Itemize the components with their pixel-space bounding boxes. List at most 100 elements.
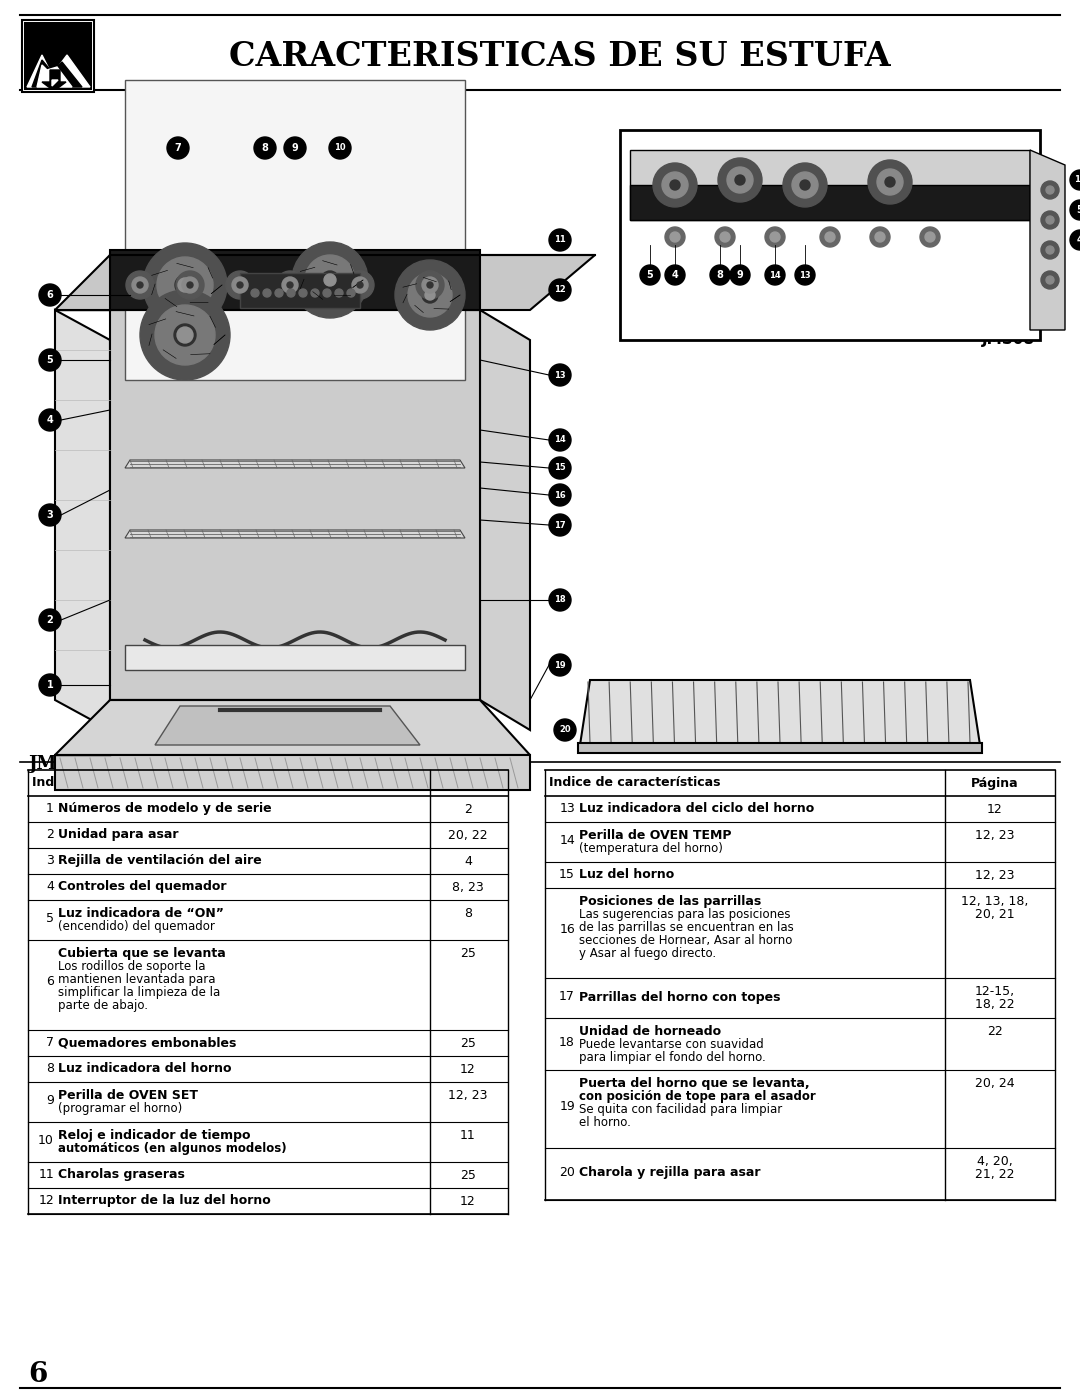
Circle shape <box>282 277 298 293</box>
Text: 20: 20 <box>559 725 571 735</box>
Text: 11: 11 <box>460 1129 476 1141</box>
Polygon shape <box>55 700 530 754</box>
Bar <box>24 22 92 89</box>
Polygon shape <box>55 310 110 731</box>
Circle shape <box>924 232 935 242</box>
Circle shape <box>670 232 680 242</box>
Circle shape <box>715 226 735 247</box>
Text: 7: 7 <box>46 1037 54 1049</box>
Circle shape <box>183 277 198 293</box>
Polygon shape <box>32 60 82 87</box>
Circle shape <box>1070 200 1080 219</box>
Circle shape <box>329 137 351 159</box>
Circle shape <box>299 289 307 298</box>
Polygon shape <box>1030 149 1065 330</box>
Circle shape <box>427 282 433 288</box>
Circle shape <box>39 504 60 527</box>
Text: 13: 13 <box>559 802 575 816</box>
Circle shape <box>640 265 660 285</box>
Circle shape <box>554 719 576 740</box>
Circle shape <box>174 324 195 346</box>
Bar <box>110 250 480 310</box>
Text: 4: 4 <box>464 855 472 868</box>
Circle shape <box>305 256 355 305</box>
Text: 1: 1 <box>46 802 54 816</box>
Text: 14: 14 <box>554 436 566 444</box>
Text: 12: 12 <box>1075 176 1080 184</box>
Circle shape <box>156 305 215 365</box>
Text: y Asar al fuego directo.: y Asar al fuego directo. <box>579 947 716 960</box>
Circle shape <box>1047 217 1054 224</box>
Circle shape <box>1047 246 1054 254</box>
Text: 16: 16 <box>559 923 575 936</box>
Circle shape <box>39 409 60 432</box>
Text: 8: 8 <box>464 907 472 921</box>
Circle shape <box>232 277 248 293</box>
Text: 2: 2 <box>464 803 472 816</box>
Text: Puede levantarse con suavidad: Puede levantarse con suavidad <box>579 1038 764 1051</box>
Circle shape <box>665 226 685 247</box>
Circle shape <box>140 291 230 380</box>
Circle shape <box>347 289 355 298</box>
Circle shape <box>920 226 940 247</box>
Text: JMS10: JMS10 <box>28 754 95 773</box>
Text: 1: 1 <box>46 680 53 690</box>
Circle shape <box>549 483 571 506</box>
Text: 18: 18 <box>554 595 566 605</box>
Text: 5: 5 <box>46 912 54 925</box>
Circle shape <box>346 271 374 299</box>
Text: parte de abajo.: parte de abajo. <box>58 999 148 1011</box>
Text: 4: 4 <box>46 415 53 425</box>
Text: secciones de Hornear, Asar al horno: secciones de Hornear, Asar al horno <box>579 935 793 947</box>
Text: Cubierta que se levanta: Cubierta que se levanta <box>58 947 226 960</box>
Text: Números de modelo y de serie: Números de modelo y de serie <box>58 802 272 816</box>
Polygon shape <box>55 256 595 310</box>
Text: para limpiar el fondo del horno.: para limpiar el fondo del horno. <box>579 1051 766 1065</box>
Text: 5: 5 <box>647 270 653 279</box>
Text: Parrillas del horno con topes: Parrillas del horno con topes <box>579 990 781 1003</box>
Circle shape <box>395 260 465 330</box>
Polygon shape <box>42 70 66 88</box>
Bar <box>620 130 1040 339</box>
Circle shape <box>727 168 753 193</box>
Text: Perilla de OVEN SET: Perilla de OVEN SET <box>58 1090 198 1102</box>
Text: 15: 15 <box>559 868 575 882</box>
Bar <box>22 20 94 92</box>
Text: 25: 25 <box>460 1169 476 1182</box>
Text: Reloj e indicador de tiempo: Reloj e indicador de tiempo <box>58 1129 251 1141</box>
Circle shape <box>1047 186 1054 194</box>
Text: 9: 9 <box>737 270 743 279</box>
Circle shape <box>875 232 885 242</box>
Text: Posiciones de las parrillas: Posiciones de las parrillas <box>579 895 761 908</box>
Circle shape <box>39 349 60 372</box>
Circle shape <box>718 158 762 203</box>
Polygon shape <box>52 80 58 87</box>
Text: 19: 19 <box>559 1099 575 1112</box>
Circle shape <box>167 137 189 159</box>
Text: 13: 13 <box>554 370 566 380</box>
Circle shape <box>877 169 903 196</box>
Circle shape <box>126 271 154 299</box>
Circle shape <box>39 609 60 631</box>
Text: 6: 6 <box>46 975 54 988</box>
Circle shape <box>416 271 444 299</box>
Text: 10: 10 <box>334 144 346 152</box>
Circle shape <box>720 232 730 242</box>
Circle shape <box>323 289 330 298</box>
Text: Interruptor de la luz del horno: Interruptor de la luz del horno <box>58 1194 271 1207</box>
Text: 12, 23: 12, 23 <box>975 869 1015 882</box>
Circle shape <box>237 282 243 288</box>
Text: Luz indicadora del horno: Luz indicadora del horno <box>58 1062 231 1076</box>
Text: 17: 17 <box>554 521 566 529</box>
Circle shape <box>352 277 368 293</box>
Text: 20, 21: 20, 21 <box>975 908 1015 921</box>
Circle shape <box>1041 182 1059 198</box>
Circle shape <box>335 289 343 298</box>
Circle shape <box>1041 211 1059 229</box>
Text: 17: 17 <box>559 990 575 1003</box>
Text: 20, 22: 20, 22 <box>448 828 488 842</box>
Text: Se quita con facilidad para limpiar: Se quita con facilidad para limpiar <box>579 1104 782 1116</box>
Circle shape <box>1070 231 1080 250</box>
Circle shape <box>1041 242 1059 258</box>
Circle shape <box>549 514 571 536</box>
